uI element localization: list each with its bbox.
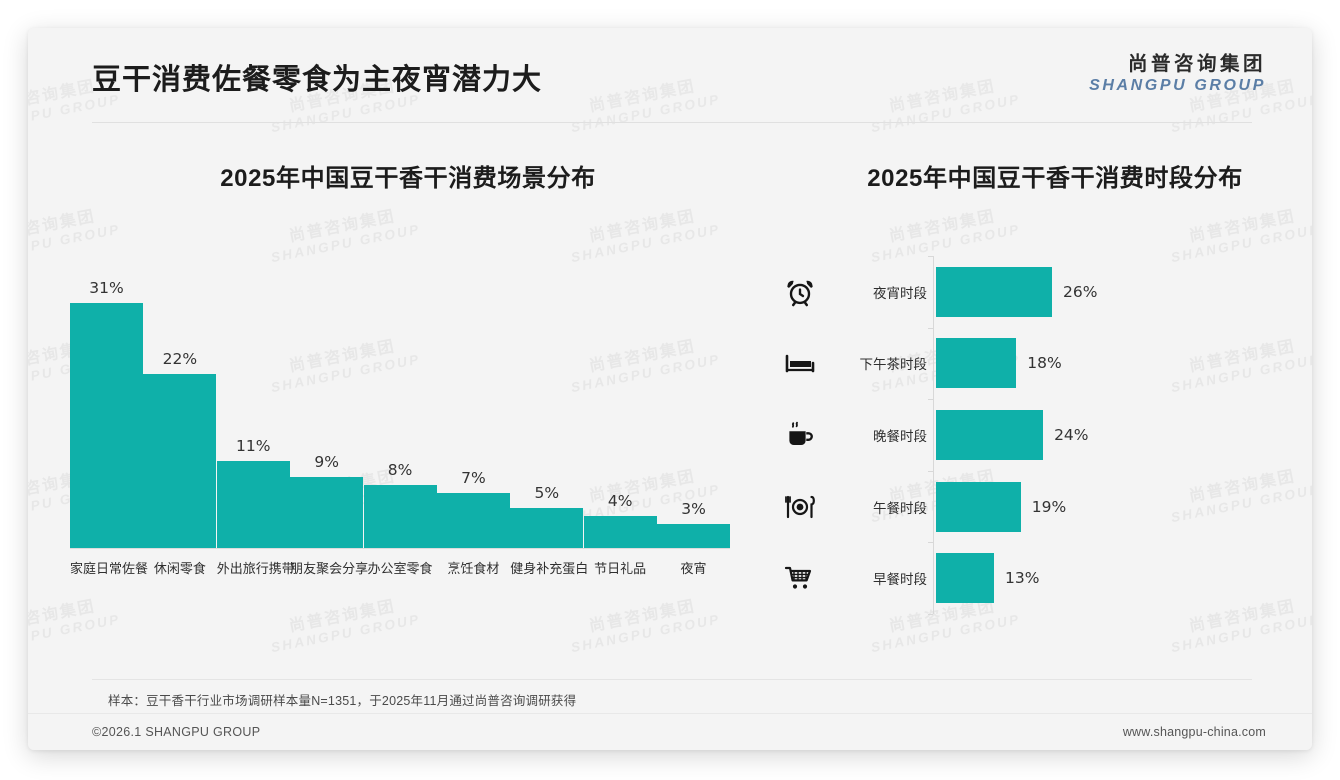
scene-bar-value: 3% [681,500,706,519]
timeslot-bar-row[interactable]: 夜宵时段 26% [773,266,1293,317]
scene-bar-item[interactable]: 22% [143,258,217,548]
timeslot-chart-ticks [928,256,934,615]
timeslot-bar-track: 18% [936,338,1293,389]
timeslot-axis-tick [928,470,933,472]
timeslot-bar-value: 19% [1031,497,1067,516]
scene-bar[interactable] [436,492,510,548]
timeslot-category-label: 下午茶时段 [859,357,928,373]
slide-footer: ©2026.1 SHANGPU GROUP www.shangpu-china.… [28,713,1312,750]
scene-bar[interactable] [583,516,657,548]
logo-chinese-text: 尚普咨询集团 [1127,53,1266,75]
scene-category-label: 烹饪食材 [447,561,500,576]
footer-website[interactable]: www.shangpu-china.com [1122,725,1266,739]
timeslot-bar[interactable] [936,409,1044,460]
scene-bar[interactable] [657,524,730,548]
timeslot-bar[interactable] [936,338,1017,389]
scene-category-label: 健身补充蛋白 [510,561,589,576]
scene-category-label: 休闲零食 [153,561,206,576]
timeslot-bar-row[interactable]: 早餐时段 13% [773,553,1293,604]
timeslot-chart-axis [933,256,934,614]
scene-bar[interactable] [216,461,290,548]
scene-category-label: 节日礼品 [594,561,647,576]
scene-bar-value: 9% [314,452,339,471]
timeslot-bar-row[interactable]: 下午茶时段 18% [773,338,1293,389]
timeslot-category-label: 晚餐时段 [873,428,927,444]
brand-logo: 尚普咨询集团 SHANGPU GROUP [1089,53,1266,95]
timeslot-bar[interactable] [936,266,1052,317]
scene-bar[interactable] [363,484,437,548]
scene-distribution-panel: 2025年中国豆干香干消费场景分布 31% 22% 11% 9% 8% 7% 5% 4% 3% … [48,158,748,648]
timeslot-bar-value: 13% [1005,569,1040,588]
scene-category-label: 外出旅行携带 [216,561,295,576]
scene-bar[interactable] [290,476,364,548]
scene-bar[interactable] [70,303,143,548]
timeslot-category-label: 夜宵时段 [873,285,927,301]
slide-header: 豆干消费佐餐零食为主夜宵潜力大 尚普咨询集团 SHANGPU GROUP [28,28,1312,123]
scene-bar-item[interactable]: 8% [363,258,437,548]
scene-bar-value: 11% [236,437,271,456]
scene-bar-item[interactable]: 7% [436,258,510,548]
scene-chart-baseline [70,548,730,549]
timeslot-bar-track: 13% [936,553,1293,604]
scene-bar-item[interactable]: 4% [583,258,657,548]
scene-bar-value: 8% [387,460,413,479]
timeslot-bar-value: 18% [1027,354,1062,373]
scene-bar-item[interactable]: 31% [70,258,143,548]
timeslot-bar-track: 24% [936,409,1293,460]
hot-beverage-icon [773,420,827,450]
page-title: 豆干消费佐餐零食为主夜宵潜力大 [92,64,543,96]
scene-bar-value: 5% [534,484,560,503]
timeslot-category-label: 午餐时段 [873,500,927,516]
scene-bar-value: 7% [461,468,486,487]
timeslot-bar[interactable] [936,553,994,604]
scene-chart-title: 2025年中国豆干香干消费场景分布 [220,165,596,192]
timeslot-bar-value: 24% [1054,425,1089,444]
slide-card: 尚普咨询集团 SHANGPU GROUP 尚普咨询集团 SHANGPU GROUP 尚普… [28,28,1312,750]
timeslot-bar-row[interactable]: 午餐时段 19% [773,481,1293,532]
scene-category-label: 夜宵 [680,561,707,576]
timeslot-axis-tick [928,614,933,615]
timeslot-axis-tick [928,256,933,257]
scene-category-label: 朋友聚会分享 [290,561,369,576]
scene-bar-item[interactable]: 5% [510,258,584,548]
timeslot-axis-tick [928,327,933,329]
header-divider [92,122,1252,123]
timeslot-bar-chart: 夜宵时段 26% 下午茶时段 18% 晚餐时段 24% 午餐时段 19% 早餐时段 13% [773,256,1293,626]
scene-chart-category-labels: 家庭日常佐餐 休闲零食 外出旅行携带 朋友聚会分享 办公室零食 烹饪食材 健身补充蛋白 节日礼… [70,558,730,577]
plate-cutlery-icon [773,494,827,520]
scene-category-label: 办公室零食 [367,561,433,576]
timeslot-bar-value: 26% [1063,282,1098,301]
timeslot-distribution-panel: 2025年中国豆干香干消费时段分布 夜宵时段 26% 下午茶时段 18% 晚餐时段 24%… [773,158,1293,648]
timeslot-bar-track: 26% [936,266,1293,317]
scene-bar-item[interactable]: 11% [216,258,290,548]
footnote-divider [92,679,1252,680]
logo-english-text: SHANGPU GROUP [1089,76,1266,94]
scene-column-chart: 31% 22% 11% 9% 8% 7% 5% 4% 3% 家庭日常佐餐 休闲零食 外出旅行携带 朋友… [70,258,730,576]
scene-bar[interactable] [143,374,217,548]
timeslot-bar-row[interactable]: 晚餐时段 24% [773,409,1293,460]
timeslot-axis-tick [928,399,933,401]
sample-footnote: 样本：豆干香干行业市场调研样本量N=1351，于2025年11月通过尚普咨询调研… [108,694,577,708]
alarm-clock-icon [773,277,827,307]
shopping-cart-icon [773,564,827,592]
timeslot-bar-track: 19% [936,481,1293,532]
scene-bar-value: 31% [89,279,124,297]
scene-bar-value: 22% [162,350,198,369]
scene-bar[interactable] [510,508,584,548]
timeslot-category-label: 早餐时段 [873,572,927,588]
timeslot-chart-title: 2025年中国豆干香干消费时段分布 [867,165,1243,192]
timeslot-bar[interactable] [936,481,1021,532]
scene-category-label: 家庭日常佐餐 [70,561,149,576]
bed-icon [773,351,827,375]
scene-bar-value: 4% [607,492,633,511]
timeslot-chart-rows: 夜宵时段 26% 下午茶时段 18% 晚餐时段 24% 午餐时段 19% 早餐时段 13% [773,256,1293,614]
timeslot-axis-tick [928,542,933,544]
scene-bar-item[interactable]: 3% [657,258,730,548]
scene-bar-item[interactable]: 9% [290,258,364,548]
scene-chart-plot: 31% 22% 11% 9% 8% 7% 5% 4% 3% [70,258,730,548]
footer-copyright: ©2026.1 SHANGPU GROUP [92,725,261,739]
